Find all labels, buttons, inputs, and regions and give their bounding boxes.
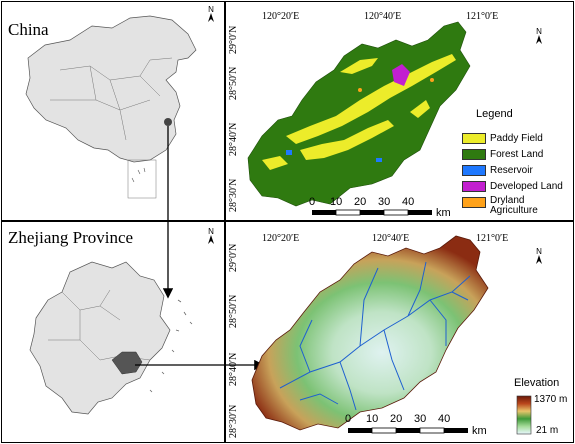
latitude-label: 28°30′N <box>228 178 239 212</box>
latitude-label: 28°30′N <box>228 404 239 438</box>
north-label: N <box>536 247 542 256</box>
scale-tick-label: 10 <box>330 196 343 208</box>
legend-item-reservoir: Reservoir <box>490 165 533 176</box>
scale-unit: km <box>436 207 451 219</box>
zhejiang-map <box>29 261 193 415</box>
legend-swatch-forest-land <box>462 149 486 160</box>
scale-tick-label: 20 <box>390 413 403 425</box>
legend-swatch-reservoir <box>462 165 486 176</box>
north-label: N <box>208 227 214 236</box>
scale-tick-label: 20 <box>354 196 367 208</box>
latitude-label: 28°50′N <box>228 66 239 100</box>
legend-title: Legend <box>476 108 513 120</box>
longitude-label: 120°20′E <box>262 11 300 22</box>
longitude-label: 120°20′E <box>262 233 300 244</box>
legend-swatch-paddy-field <box>462 133 486 144</box>
legend-swatch-developed-land <box>462 181 486 192</box>
elevation-title: Elevation <box>514 377 560 389</box>
scale-tick-label: 30 <box>378 196 391 208</box>
latitude-label: 28°40′N <box>228 352 239 386</box>
china-title: China <box>8 20 49 39</box>
elevation-max-label: 1370 m <box>534 394 568 405</box>
legend-item-developed-land: Developed Land <box>490 181 563 192</box>
elevation-color-ramp <box>516 395 532 435</box>
elevation-min-label: 21 m <box>536 425 559 436</box>
scale-tick-label: 0 <box>345 413 352 425</box>
china-map <box>25 15 197 199</box>
latitude-label: 28°40′N <box>228 122 239 156</box>
scale-tick-label: 0 <box>309 196 316 208</box>
longitude-label: 120°40′E <box>364 11 402 22</box>
legend-swatch-dryland-agriculture <box>462 197 486 208</box>
zhejiang-title: Zhejiang Province <box>8 228 134 247</box>
land-use-map <box>247 21 471 207</box>
legend-item-paddy-field: Paddy Field <box>490 133 543 144</box>
latitude-label: 28°50′N <box>228 294 239 328</box>
scale-tick-label: 40 <box>402 196 415 208</box>
longitude-label: 121°0′E <box>476 233 509 244</box>
scale-unit: km <box>472 425 487 437</box>
land-use-scale-bar <box>312 209 432 216</box>
legend-item-forest-land: Forest Land <box>490 149 544 160</box>
north-label: N <box>208 5 214 14</box>
elevation-map <box>251 235 489 431</box>
scale-tick-label: 10 <box>366 413 379 425</box>
longitude-label: 121°0′E <box>466 11 499 22</box>
north-label: N <box>536 27 542 36</box>
scale-tick-label: 40 <box>438 413 451 425</box>
longitude-label: 120°40′E <box>372 233 410 244</box>
north-arrow-icon <box>208 13 542 264</box>
latitude-label: 29°0′N <box>228 25 239 54</box>
elevation-scale-bar <box>348 427 468 434</box>
legend-item-dryland-agriculture: Dryland Agriculture <box>490 195 538 216</box>
scale-tick-label: 30 <box>414 413 427 425</box>
latitude-label: 29°0′N <box>228 243 239 272</box>
